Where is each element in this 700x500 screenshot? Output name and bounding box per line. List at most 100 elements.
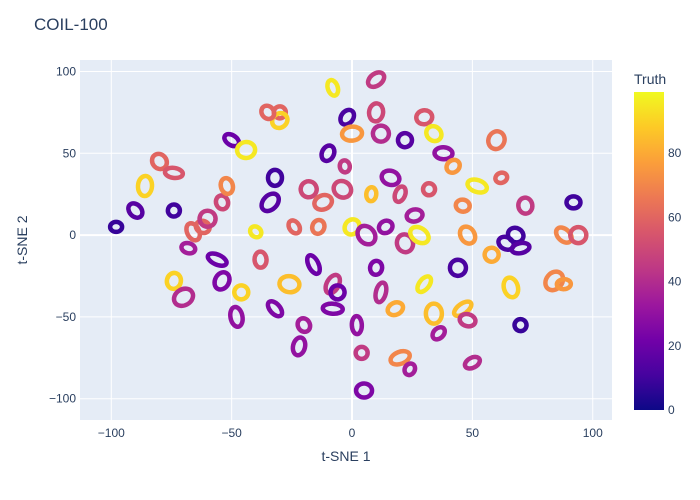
- x-tick-label: 100: [583, 426, 603, 440]
- cluster-point: [486, 129, 507, 152]
- cluster-point: [193, 218, 212, 236]
- cluster-point: [395, 130, 415, 150]
- cluster-point: [339, 124, 365, 143]
- cluster-point: [259, 191, 282, 214]
- cluster-point: [107, 219, 125, 235]
- cluster-point: [370, 123, 392, 144]
- cluster-point: [482, 245, 501, 264]
- colorbar-tick-label: 0: [668, 403, 675, 417]
- x-axis-title: t-SNE 1: [321, 448, 370, 464]
- cluster-point: [509, 240, 532, 256]
- cluster-point: [252, 249, 269, 270]
- scatter-points: [107, 70, 589, 400]
- cluster-point: [457, 311, 478, 329]
- cluster-point: [457, 224, 478, 246]
- cluster-point: [365, 70, 387, 90]
- cluster-point: [135, 173, 155, 199]
- cluster-point: [414, 107, 435, 127]
- cluster-point: [366, 101, 386, 124]
- cluster-point: [353, 381, 375, 400]
- cluster-point: [516, 195, 535, 216]
- cluster-point: [320, 301, 345, 317]
- cluster-point: [212, 270, 232, 292]
- cluster-point: [543, 269, 566, 293]
- y-tick-label: 100: [56, 64, 76, 78]
- cluster-point: [312, 192, 335, 212]
- cluster-point: [213, 193, 231, 212]
- cluster-point: [286, 218, 303, 236]
- cluster-point: [420, 181, 438, 198]
- cluster-point: [367, 258, 385, 278]
- colorbar: [634, 92, 664, 410]
- cluster-point: [234, 139, 258, 161]
- y-tick-label: 50: [63, 146, 77, 160]
- cluster-point: [408, 224, 431, 246]
- plot-background: [80, 60, 612, 420]
- cluster-point: [325, 77, 341, 98]
- cluster-point: [259, 103, 277, 122]
- cluster-point: [162, 165, 186, 181]
- cluster-point: [355, 223, 378, 247]
- cluster-point: [388, 348, 412, 367]
- cluster-point: [402, 361, 418, 378]
- colorbar-ticks: 0 20 40 60 80: [668, 146, 682, 417]
- cluster-point: [197, 208, 218, 229]
- cluster-point: [338, 107, 357, 127]
- cluster-point: [126, 201, 145, 220]
- cluster-point: [319, 143, 337, 164]
- cluster-point: [444, 157, 462, 176]
- cluster-point: [447, 257, 469, 279]
- cluster-point: [304, 253, 323, 277]
- y-tick-label: 0: [69, 228, 76, 242]
- y-axis-title: t-SNE 2: [14, 215, 30, 264]
- cluster-point: [165, 202, 183, 219]
- colorbar-tick-label: 80: [668, 146, 682, 160]
- cluster-point: [379, 168, 402, 188]
- colorbar-tick-label: 40: [668, 275, 682, 289]
- cluster-point: [363, 184, 379, 204]
- y-axis-ticks: −100 −50 0 50 100: [49, 64, 76, 405]
- cluster-point: [453, 197, 472, 214]
- cluster-point: [462, 354, 483, 371]
- cluster-point: [493, 170, 510, 186]
- cluster-point: [349, 313, 365, 337]
- cluster-point: [295, 316, 313, 335]
- x-tick-label: −50: [221, 426, 242, 440]
- cluster-point: [290, 335, 308, 358]
- cluster-point: [353, 344, 370, 362]
- colorbar-tick-label: 60: [668, 210, 682, 224]
- cluster-point: [265, 298, 285, 319]
- cluster-point: [465, 177, 490, 195]
- colorbar-title: Truth: [634, 71, 666, 87]
- cluster-point: [171, 286, 196, 309]
- cluster-point: [149, 151, 170, 172]
- cluster-point: [228, 304, 245, 330]
- cluster-point: [331, 178, 354, 200]
- x-axis-ticks: −100 −50 0 50 100: [98, 426, 603, 440]
- cluster-point: [392, 184, 408, 205]
- cluster-point: [512, 316, 529, 334]
- y-tick-label: −50: [56, 310, 77, 324]
- cluster-point: [385, 300, 406, 318]
- cluster-point: [179, 240, 198, 256]
- cluster-point: [415, 274, 434, 295]
- cluster-point: [337, 158, 353, 175]
- cluster-point: [430, 324, 448, 342]
- y-tick-label: −100: [49, 392, 76, 406]
- x-tick-label: 50: [466, 426, 480, 440]
- cluster-point: [404, 207, 425, 224]
- cluster-point: [423, 301, 445, 326]
- cluster-point: [309, 217, 327, 237]
- x-tick-label: 0: [349, 426, 356, 440]
- cluster-point: [298, 179, 319, 200]
- cluster-point: [501, 275, 521, 300]
- cluster-point: [205, 251, 229, 269]
- colorbar-tick-label: 20: [668, 339, 682, 353]
- cluster-point: [373, 280, 389, 305]
- cluster-point: [164, 270, 184, 292]
- cluster-point: [247, 224, 264, 240]
- cluster-point: [554, 276, 574, 292]
- cluster-point: [277, 273, 302, 295]
- cluster-point: [424, 123, 444, 144]
